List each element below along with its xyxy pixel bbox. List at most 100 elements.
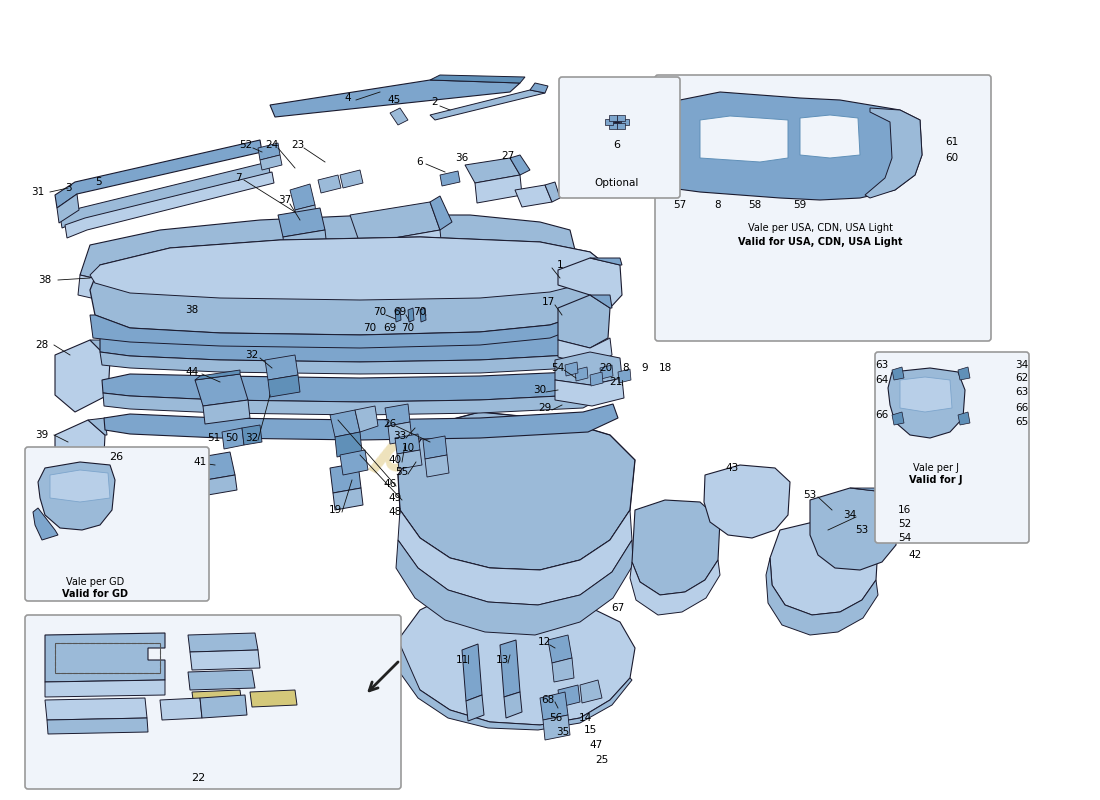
Text: 32: 32 (245, 350, 258, 360)
Polygon shape (350, 202, 440, 244)
Text: 69: 69 (384, 323, 397, 333)
Text: 66: 66 (1015, 403, 1028, 413)
Polygon shape (515, 185, 552, 207)
Text: 22: 22 (191, 773, 205, 783)
Polygon shape (45, 698, 147, 720)
Polygon shape (330, 463, 361, 493)
Text: 53: 53 (803, 490, 816, 500)
Polygon shape (102, 365, 611, 402)
Polygon shape (544, 182, 560, 202)
Text: 20: 20 (600, 363, 613, 373)
Text: 17: 17 (541, 297, 554, 307)
Text: 28: 28 (35, 340, 48, 350)
Polygon shape (510, 155, 530, 175)
Polygon shape (700, 116, 788, 162)
Text: 6: 6 (417, 157, 424, 167)
Polygon shape (190, 650, 260, 670)
Polygon shape (398, 510, 632, 605)
Polygon shape (336, 432, 362, 457)
Polygon shape (283, 230, 327, 255)
Polygon shape (258, 143, 280, 160)
Polygon shape (160, 698, 202, 720)
Text: 12: 12 (538, 637, 551, 647)
Text: 9: 9 (641, 363, 648, 373)
Text: 37: 37 (278, 195, 292, 205)
Text: 4: 4 (344, 93, 351, 103)
Text: 11: 11 (455, 655, 469, 665)
Polygon shape (395, 434, 420, 454)
Text: 52: 52 (240, 140, 253, 150)
Polygon shape (530, 83, 548, 93)
Bar (55, 643, 160, 673)
Text: 13: 13 (495, 655, 508, 665)
Polygon shape (90, 312, 592, 348)
Polygon shape (617, 123, 625, 129)
Polygon shape (55, 420, 104, 490)
Text: 70: 70 (373, 307, 386, 317)
Polygon shape (430, 90, 544, 120)
Text: 65: 65 (1015, 417, 1028, 427)
Text: 60: 60 (945, 153, 958, 163)
Text: 51: 51 (208, 433, 221, 443)
Polygon shape (425, 455, 449, 477)
Text: 31: 31 (32, 187, 45, 197)
Bar (55, 643, 160, 673)
Polygon shape (892, 367, 904, 380)
Text: 35: 35 (557, 727, 570, 737)
Polygon shape (565, 362, 578, 376)
Polygon shape (800, 115, 860, 158)
Polygon shape (80, 215, 575, 290)
FancyBboxPatch shape (874, 352, 1028, 543)
Polygon shape (396, 540, 632, 635)
Polygon shape (605, 119, 613, 125)
Text: 36: 36 (455, 153, 469, 163)
Polygon shape (88, 418, 107, 435)
Polygon shape (65, 172, 274, 238)
Text: forparts: forparts (452, 486, 627, 603)
Polygon shape (462, 644, 482, 701)
Polygon shape (609, 115, 617, 121)
Polygon shape (57, 194, 79, 223)
Text: 32: 32 (245, 433, 258, 443)
Text: 50: 50 (226, 433, 239, 443)
Polygon shape (340, 450, 368, 475)
Polygon shape (865, 108, 922, 198)
Text: 67: 67 (612, 603, 625, 613)
Text: 27: 27 (502, 151, 515, 161)
Text: 39: 39 (35, 430, 48, 440)
Text: 64: 64 (876, 375, 889, 385)
Polygon shape (55, 140, 262, 208)
Polygon shape (658, 92, 922, 200)
Text: 54: 54 (551, 363, 564, 373)
Polygon shape (47, 718, 148, 734)
Polygon shape (295, 205, 317, 230)
Polygon shape (590, 372, 603, 386)
Polygon shape (430, 196, 452, 230)
Polygon shape (543, 715, 570, 740)
Polygon shape (500, 640, 520, 697)
Polygon shape (250, 690, 297, 707)
Text: 34: 34 (844, 510, 857, 520)
Text: 6: 6 (614, 140, 620, 150)
Polygon shape (242, 425, 262, 445)
Text: Vale per USA, CDN, USA Light: Vale per USA, CDN, USA Light (748, 223, 892, 233)
Polygon shape (104, 404, 618, 440)
Polygon shape (408, 308, 414, 322)
Text: 66: 66 (876, 410, 889, 420)
Text: 49: 49 (388, 493, 401, 503)
Polygon shape (704, 465, 790, 538)
Text: 41: 41 (194, 457, 207, 467)
Text: 7: 7 (234, 173, 241, 183)
Text: 56: 56 (549, 713, 562, 723)
Text: 52: 52 (899, 519, 912, 529)
Polygon shape (540, 692, 568, 720)
Polygon shape (440, 171, 460, 186)
Polygon shape (45, 633, 165, 682)
Polygon shape (556, 378, 624, 406)
Polygon shape (103, 380, 613, 415)
Polygon shape (318, 175, 341, 193)
Text: 5: 5 (95, 177, 101, 187)
Text: Optional: Optional (595, 178, 639, 188)
Polygon shape (39, 462, 116, 530)
Polygon shape (618, 369, 631, 383)
